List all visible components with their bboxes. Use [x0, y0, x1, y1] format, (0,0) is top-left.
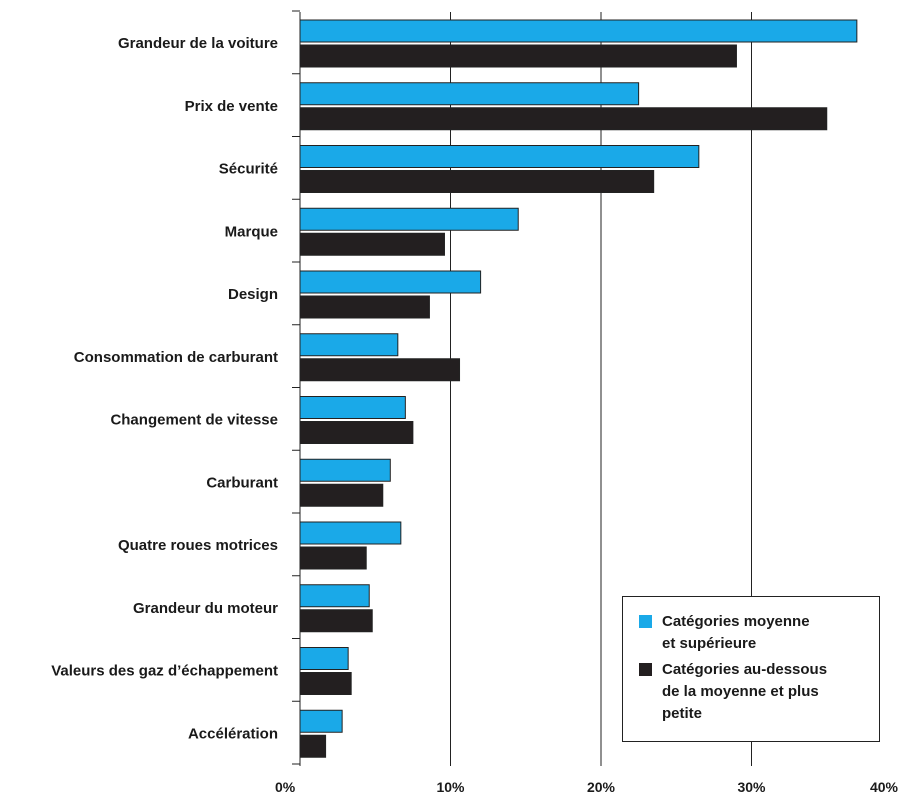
category-label: Accélération [188, 725, 278, 742]
category-label: Valeurs des gaz d’échappement [51, 663, 278, 680]
x-tick-label: 30% [737, 779, 766, 795]
bar-series-1-row-2 [299, 82, 640, 106]
category-label: Consommation de carburant [74, 349, 278, 366]
category-label: Quatre roues motrices [118, 537, 278, 554]
legend-entry-series-2: Catégories au-dessous de la moyenne et p… [639, 659, 867, 725]
legend: Catégories moyenne et supérieure Catégor… [622, 596, 880, 742]
bar-series-2-row-1 [299, 44, 737, 68]
bar-series-2-row-8 [299, 483, 384, 507]
bar-series-1-row-1 [299, 19, 858, 43]
category-label: Sécurité [219, 161, 278, 178]
x-tick-labels: 0% 10% 20% 30% 40% [275, 779, 899, 795]
bar-series-2-row-12 [299, 734, 327, 758]
bar-series-2-row-3 [299, 170, 655, 193]
bar-series-2-row-10 [299, 609, 373, 633]
bar-series-2-row-9 [299, 546, 367, 570]
bar-series-1-row-7 [299, 396, 406, 419]
legend-label-series-2: Catégories au-dessous de la moyenne et p… [662, 661, 828, 722]
bar-series-2-row-4 [299, 232, 445, 256]
bar-series-1-row-3 [299, 145, 700, 168]
bar-series-1-row-11 [299, 647, 349, 670]
y-axis [292, 10, 301, 766]
bar-series-1-row-9 [299, 521, 402, 545]
bar-series-1-row-5 [299, 270, 482, 294]
bar-series-2-row-6 [299, 358, 461, 382]
x-tick-label: 10% [436, 779, 465, 795]
x-tick-label: 20% [587, 779, 616, 795]
category-labels: Grandeur de la voiture Prix de vente Sécur… [51, 35, 278, 742]
category-label: Changement de vitesse [110, 412, 278, 429]
category-label: Grandeur du moteur [133, 600, 278, 617]
x-tick-label: 40% [870, 779, 899, 795]
category-label: Grandeur de la voiture [118, 35, 278, 52]
legend-swatch-series-1 [639, 615, 652, 628]
category-label: Carburant [206, 474, 278, 491]
bar-series-1-row-4 [299, 207, 519, 231]
bar-series-2-row-2 [299, 107, 828, 131]
legend-label-series-1: Catégories moyenne et supérieure [662, 613, 810, 652]
bar-series-2-row-7 [299, 421, 414, 444]
legend-swatch-series-2 [639, 663, 652, 676]
bar-series-1-row-12 [299, 709, 343, 733]
bar-series-2-row-11 [299, 672, 352, 695]
bar-series-1-row-6 [299, 333, 399, 357]
x-tick-label: 0% [275, 779, 296, 795]
category-label: Marque [225, 223, 278, 240]
bar-series-1-row-10 [299, 584, 370, 608]
bar-series-2-row-5 [299, 295, 430, 319]
legend-entry-series-1: Catégories moyenne et supérieure [639, 611, 867, 655]
category-label: Design [228, 286, 278, 303]
category-label: Prix de vente [185, 98, 278, 115]
bar-series-1-row-8 [299, 458, 391, 482]
